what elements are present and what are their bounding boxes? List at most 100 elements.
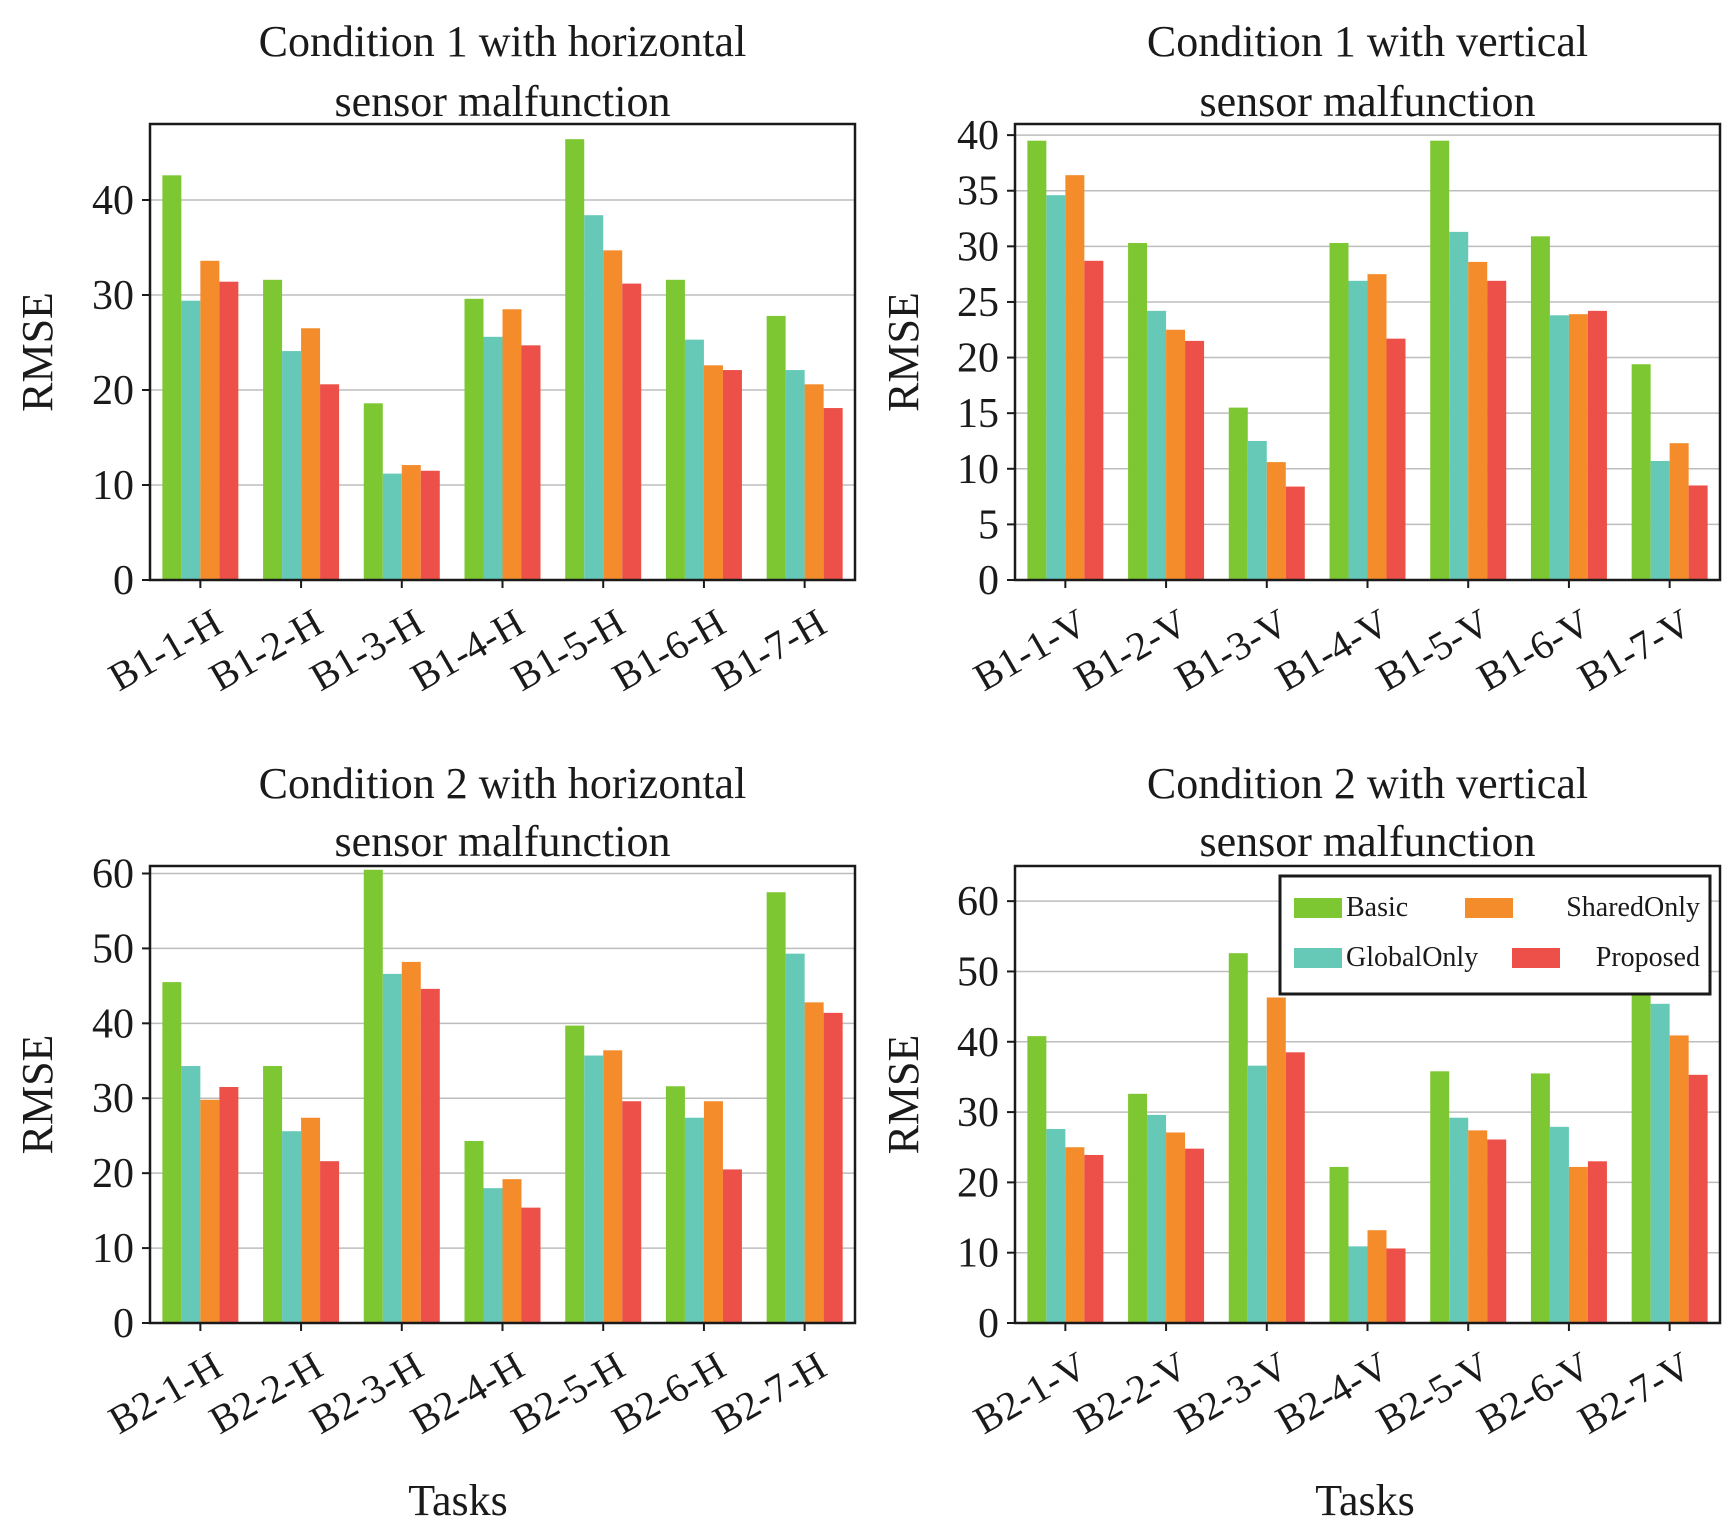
bar-proposed-b2-7-h [823, 1012, 843, 1323]
bar-sharedonly-b1-1-h [200, 260, 220, 580]
bar-basic-b1-1-v [1027, 140, 1047, 580]
y-tick-label: 5 [978, 502, 999, 548]
bar-sharedonly-b1-5-v [1468, 261, 1488, 580]
x-tick-label: B1-1-H [101, 600, 229, 700]
y-tick-label: 10 [957, 1231, 999, 1277]
bar-sharedonly-b2-3-v [1266, 997, 1286, 1323]
chart-panel-3: 0102030405060B2-1-HB2-2-HB2-3-HB2-4-HB2-… [13, 759, 857, 1525]
y-tick-label: 15 [957, 391, 999, 437]
y-tick-label: 25 [957, 280, 999, 326]
bar-sharedonly-b2-7-h [804, 1002, 824, 1323]
bar-proposed-b2-6-h [722, 1169, 742, 1323]
legend-label-basic: Basic [1346, 892, 1408, 923]
legend-swatch-sharedonly [1465, 898, 1513, 918]
bar-proposed-b1-3-v [1285, 486, 1305, 580]
bar-basic-b2-3-h [363, 869, 383, 1323]
bar-proposed-b2-1-v [1084, 1154, 1104, 1323]
x-tick-label: B2-1-H [101, 1343, 229, 1443]
bar-basic-b1-6-h [665, 279, 685, 580]
bar-globalonly-b2-7-h [785, 953, 805, 1323]
bar-basic-b1-2-h [263, 279, 283, 580]
y-tick-label: 30 [957, 1090, 999, 1136]
y-tick-label: 20 [957, 1160, 999, 1206]
x-tick-label: B2-1-V [966, 1343, 1094, 1443]
bar-sharedonly-b1-4-h [502, 309, 522, 580]
x-tick-label: B2-3-V [1167, 1343, 1295, 1443]
y-tick-label: 30 [92, 273, 134, 319]
bar-basic-b2-2-v [1128, 1093, 1148, 1323]
bar-globalonly-b1-1-h [181, 300, 201, 580]
bar-proposed-b2-5-h [622, 1101, 642, 1323]
bar-sharedonly-b1-7-h [804, 384, 824, 580]
bar-proposed-b1-1-h [219, 281, 239, 580]
legend-swatch-proposed [1512, 948, 1560, 968]
bar-sharedonly-b2-6-v [1568, 1166, 1588, 1323]
bar-basic-b2-6-h [665, 1086, 685, 1323]
bar-basic-b1-4-h [464, 298, 484, 580]
bar-proposed-b2-3-v [1285, 1052, 1305, 1323]
bar-sharedonly-b2-2-h [301, 1117, 321, 1323]
bar-sharedonly-b1-3-v [1266, 462, 1286, 580]
bar-globalonly-b1-2-h [282, 351, 302, 580]
y-tick-label: 0 [113, 1301, 134, 1347]
y-tick-label: 40 [92, 1001, 134, 1047]
bar-globalonly-b2-7-v [1650, 1003, 1670, 1323]
x-tick-label: B2-3-H [302, 1343, 430, 1443]
chart-title-line: Condition 2 with horizontal [259, 759, 747, 808]
bar-basic-b1-3-v [1228, 407, 1248, 580]
bar-basic-b1-7-h [766, 315, 786, 580]
legend-swatch-globalonly [1294, 948, 1342, 968]
bar-sharedonly-b1-1-v [1065, 175, 1085, 580]
bar-basic-b2-4-v [1329, 1166, 1349, 1323]
x-tick-label: B1-2-H [202, 600, 330, 700]
bar-sharedonly-b2-5-v [1468, 1130, 1488, 1323]
x-tick-label: B1-5-H [504, 600, 632, 700]
bar-sharedonly-b1-4-v [1367, 274, 1387, 580]
bar-proposed-b1-7-v [1688, 485, 1708, 580]
x-tick-label: B2-2-V [1067, 1343, 1195, 1443]
bar-globalonly-b1-7-h [785, 370, 805, 580]
bar-proposed-b1-2-v [1185, 340, 1205, 580]
bar-proposed-b1-4-h [521, 345, 541, 580]
y-tick-label: 60 [957, 879, 999, 925]
bar-sharedonly-b2-1-h [200, 1099, 220, 1323]
bar-sharedonly-b1-6-h [703, 365, 723, 580]
bar-sharedonly-b1-6-v [1568, 314, 1588, 580]
bar-proposed-b2-6-v [1587, 1161, 1607, 1323]
bar-basic-b1-4-v [1329, 243, 1349, 580]
x-tick-label: B2-6-H [604, 1343, 732, 1443]
legend-label-sharedonly: SharedOnly [1566, 892, 1700, 923]
y-tick-label: 35 [957, 169, 999, 215]
chart-panel-1: 010203040B1-1-HB1-2-HB1-3-HB1-4-HB1-5-HB… [13, 17, 857, 700]
x-tick-label: B1-1-V [966, 600, 1094, 700]
bar-globalonly-b2-4-v [1348, 1246, 1368, 1323]
x-tick-label: B1-4-V [1268, 600, 1396, 700]
bar-globalonly-b1-2-v [1147, 310, 1167, 580]
bar-globalonly-b1-4-v [1348, 280, 1368, 580]
bar-proposed-b1-4-v [1386, 338, 1406, 580]
x-tick-label: B1-7-H [705, 600, 833, 700]
bar-globalonly-b2-6-h [684, 1117, 704, 1323]
bar-basic-b2-5-v [1430, 1071, 1450, 1323]
x-tick-label: B2-5-V [1369, 1343, 1497, 1443]
x-tick-label: B1-7-V [1570, 600, 1698, 700]
x-tick-label: B1-5-V [1369, 600, 1497, 700]
bar-sharedonly-b1-2-h [301, 328, 321, 580]
x-axis-title: Tasks [408, 1476, 508, 1525]
bar-globalonly-b1-5-h [584, 215, 604, 580]
bar-globalonly-b1-1-v [1046, 195, 1066, 580]
bar-sharedonly-b1-2-v [1166, 329, 1186, 580]
bar-sharedonly-b1-3-h [401, 465, 421, 580]
bar-sharedonly-b2-1-v [1065, 1147, 1085, 1323]
bar-basic-b2-1-h [162, 982, 182, 1323]
bar-proposed-b1-5-h [622, 283, 642, 580]
y-tick-label: 20 [957, 336, 999, 382]
bar-proposed-b2-1-h [219, 1087, 239, 1323]
chart-title-line: Condition 2 with vertical [1147, 759, 1588, 808]
bar-proposed-b2-4-v [1386, 1248, 1406, 1323]
bar-basic-b1-5-v [1430, 140, 1450, 580]
x-tick-label: B2-7-V [1570, 1343, 1698, 1443]
bar-proposed-b2-3-h [420, 988, 440, 1323]
bar-sharedonly-b2-4-v [1367, 1230, 1387, 1323]
